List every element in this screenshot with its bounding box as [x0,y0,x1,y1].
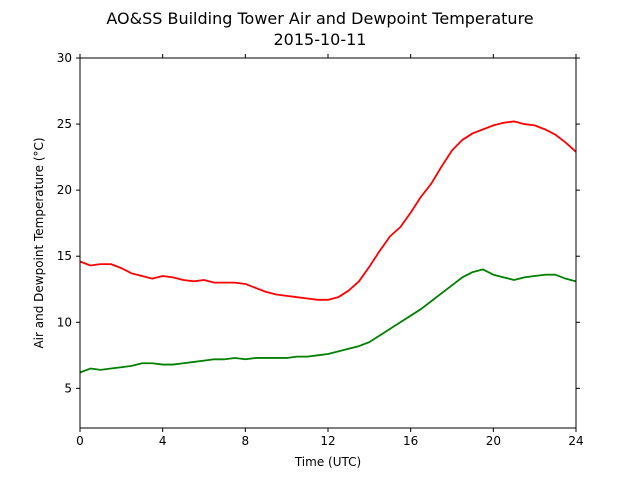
x-tick-label: 4 [159,434,167,448]
ticks-layer: 0 4 8 12 16 20 24 5 10 15 20 25 30 [57,51,584,448]
chart-subtitle: 2015-10-11 [274,30,367,49]
y-tick-label: 10 [57,315,72,329]
y-tick-label: 30 [57,51,72,65]
series-layer [79,120,577,374]
y-tick-label: 20 [57,183,72,197]
y-tick-label: 15 [57,249,72,263]
series-line-1 [79,268,577,374]
y-axis-label: Air and Dewpoint Temperature (°C) [32,137,46,348]
x-tick-label: 0 [76,434,84,448]
x-tick-label: 8 [242,434,250,448]
y-tick-label: 5 [64,381,72,395]
x-tick-label: 20 [486,434,501,448]
x-axis-label: Time (UTC) [294,455,361,469]
x-tick-label: 24 [568,434,583,448]
x-tick-label: 16 [403,434,418,448]
plot-area [80,58,576,428]
y-tick-label: 25 [57,117,72,131]
chart-title: AO&SS Building Tower Air and Dewpoint Te… [106,9,533,28]
plot-frame [79,57,577,429]
series-line-0 [79,120,577,301]
x-tick-label: 12 [320,434,335,448]
